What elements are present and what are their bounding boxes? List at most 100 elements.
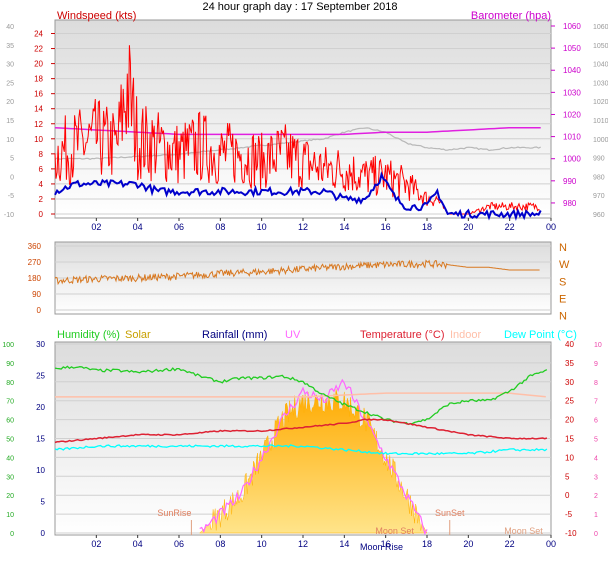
humidity-tick-label: 60 <box>6 418 14 425</box>
temperature-panel-x-tick-label: 16 <box>381 539 391 549</box>
humidity-tick-label: 80 <box>6 380 14 387</box>
humidity-tick-label: 10 <box>6 512 14 519</box>
outer-left-tick-label: 10 <box>6 137 14 144</box>
outer-left-tick-label: 35 <box>6 43 14 50</box>
uv-tick-label: 3 <box>594 474 598 481</box>
wind-panel-x-tick-label: 16 <box>381 222 391 232</box>
solar-area <box>199 389 428 534</box>
legend-item: UV <box>285 329 301 341</box>
wind-panel-background <box>54 19 552 219</box>
uv-tick-label: 2 <box>594 493 598 500</box>
legend-item: Solar <box>125 329 151 341</box>
rainfall-tick-label: 25 <box>36 372 45 381</box>
wind-panel-x-tick-label: 22 <box>505 222 515 232</box>
legend-item: Humidity (%) <box>57 329 120 341</box>
barometer-tick-label: 1030 <box>563 88 581 97</box>
windspeed-tick-label: 12 <box>34 120 43 129</box>
rainfall-tick-label: 10 <box>36 466 45 475</box>
barometer-axis-label: Barometer (hpa) <box>471 10 551 22</box>
annotation-label: Moon Set <box>375 526 414 536</box>
barometer-tick-label: 1060 <box>563 22 581 31</box>
annotation-label: Moon Set <box>504 526 543 536</box>
uv-line <box>199 378 428 536</box>
outer-right-tick-label: 1010 <box>593 118 608 125</box>
wind-average-line <box>54 171 542 222</box>
indoor-line <box>55 392 546 398</box>
temperature-tick-label: 0 <box>565 491 570 500</box>
wind-panel-x-tick-label: 10 <box>257 222 267 232</box>
windspeed-tick-label: 18 <box>34 75 43 84</box>
windspeed-tick-label: 20 <box>34 60 43 69</box>
windspeed-tick-label: 22 <box>34 45 43 54</box>
outer-right-tick-label: 1030 <box>593 80 608 87</box>
barometer-tick-label: 1010 <box>563 133 581 142</box>
direction-tick-label: 180 <box>28 274 42 283</box>
wind-panel-x-tick-label: 14 <box>339 222 349 232</box>
windspeed-tick-label: 0 <box>39 210 44 219</box>
temperature-panel-x-tick-label: 12 <box>298 539 308 549</box>
windspeed-tick-label: 6 <box>39 165 44 174</box>
uv-tick-label: 5 <box>594 437 598 444</box>
direction-tick-label: 0 <box>37 306 42 315</box>
temperature-tick-label: 10 <box>565 453 574 462</box>
windspeed-tick-label: 24 <box>34 30 43 39</box>
windspeed-tick-label: 16 <box>34 90 43 99</box>
wind-panel-x-tick-label: 20 <box>463 222 473 232</box>
temperature-panel-x-tick-label: 02 <box>91 539 101 549</box>
windspeed-tick-label: 14 <box>34 105 43 114</box>
humidity-tick-label: 30 <box>6 474 14 481</box>
outer-right-tick-label: 980 <box>593 174 605 181</box>
outer-right-tick-label: 1050 <box>593 43 608 50</box>
legend-item: Dew Point (°C) <box>504 329 577 341</box>
humidity-tick-label: 100 <box>2 342 14 349</box>
humidity-tick-label: 40 <box>6 455 14 462</box>
outer-right-tick-label: 960 <box>593 212 605 219</box>
temperature-tick-label: 25 <box>565 397 574 406</box>
temperature-panel-x-tick-label: 18 <box>422 539 432 549</box>
windspeed-tick-label: 2 <box>39 195 44 204</box>
annotation-label: SunRise <box>157 508 191 518</box>
outer-left-tick-label: -10 <box>4 212 14 219</box>
legend-item: Rainfall (mm) <box>202 329 267 341</box>
barometer-tick-label: 1040 <box>563 66 581 75</box>
windspeed-tick-label: 4 <box>39 180 44 189</box>
outer-left-tick-label: -5 <box>8 193 14 200</box>
annotation-label: SunSet <box>435 508 465 518</box>
direction-tick-label: 270 <box>28 258 42 267</box>
uv-tick-label: 10 <box>594 342 602 349</box>
rainfall-tick-label: 0 <box>41 529 46 538</box>
barometer-tick-label: 980 <box>563 199 577 208</box>
temperature-tick-label: 5 <box>565 472 570 481</box>
compass-label: W <box>559 259 570 271</box>
windspeed-tick-label: 8 <box>39 150 44 159</box>
rainfall-tick-label: 30 <box>36 340 45 349</box>
temperature-tick-label: 35 <box>565 359 574 368</box>
windspeed-tick-label: 10 <box>34 135 43 144</box>
compass-label: E <box>559 293 566 305</box>
uv-tick-label: 7 <box>594 399 598 406</box>
rainfall-tick-label: 20 <box>36 403 45 412</box>
direction-tick-label: 360 <box>28 242 42 251</box>
wind-panel-x-tick-label: 00 <box>546 222 556 232</box>
humidity-line <box>54 365 548 426</box>
temperature-panel-x-tick-label: 20 <box>463 539 473 549</box>
dewpoint-line <box>54 444 548 456</box>
humidity-tick-label: 20 <box>6 493 14 500</box>
direction-tick-label: 90 <box>32 290 41 299</box>
temperature-panel-x-tick-label: 06 <box>174 539 184 549</box>
uv-tick-label: 6 <box>594 418 598 425</box>
uv-tick-label: 4 <box>594 455 598 462</box>
wind-panel-x-tick-label: 04 <box>133 222 143 232</box>
barometer-tick-label: 1050 <box>563 44 581 53</box>
outer-left-tick-label: 15 <box>6 118 14 125</box>
temperature-panel-x-tick-label: 14 <box>339 539 349 549</box>
temperature-panel-x-tick-label: 22 <box>505 539 515 549</box>
rainfall-tick-label: 15 <box>36 435 45 444</box>
humidity-tick-label: 0 <box>10 531 14 538</box>
barometer-tick-label: 1000 <box>563 155 581 164</box>
wind-panel-x-tick-label: 02 <box>91 222 101 232</box>
outer-left-tick-label: 5 <box>10 156 14 163</box>
temperature-tick-label: 20 <box>565 416 574 425</box>
uv-tick-label: 1 <box>594 512 598 519</box>
